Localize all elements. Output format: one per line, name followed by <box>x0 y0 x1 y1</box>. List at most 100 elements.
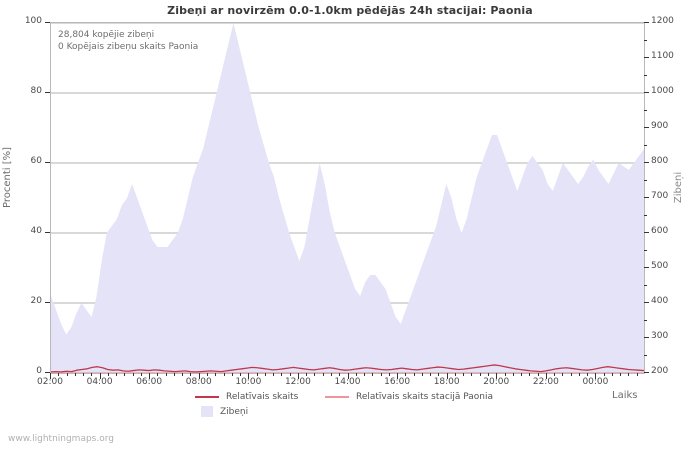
x-tick-minor <box>124 373 126 376</box>
legend-item[interactable]: Relatīvais skaits <box>195 392 298 402</box>
x-tick-label: 02:00 <box>37 377 63 387</box>
x-tick-minor <box>380 373 382 376</box>
x-tick-minor <box>58 373 60 376</box>
x-tick-minor <box>372 373 374 376</box>
x-tick-minor <box>264 373 266 376</box>
x-tick-minor <box>479 373 481 376</box>
y-tick-right-mark <box>644 337 649 338</box>
legend-line-swatch <box>195 396 219 398</box>
y-tick-right-minor <box>644 74 647 76</box>
y-tick-right-label: 1100 <box>651 51 674 61</box>
y-tick-right-mark <box>644 162 649 163</box>
x-tick-minor <box>339 373 341 376</box>
plot-area <box>50 22 645 374</box>
x-tick-minor <box>165 373 167 376</box>
x-tick-minor <box>463 373 465 376</box>
y-tick-left-mark <box>45 302 50 303</box>
x-tick-mark <box>149 373 151 379</box>
legend-item-label: Relatīvais skaits stacijā Paonia <box>356 392 493 402</box>
y-tick-left-mark <box>45 162 50 163</box>
y-tick-left-label: 40 <box>30 226 42 236</box>
x-tick-minor <box>91 373 93 376</box>
x-tick-minor <box>512 373 514 376</box>
legend-box-swatch <box>201 406 213 417</box>
y-tick-right-minor <box>644 284 647 286</box>
x-tick-minor <box>438 373 440 376</box>
y-tick-left-mark <box>45 92 50 93</box>
x-tick-label: 06:00 <box>136 377 163 387</box>
x-tick-mark <box>50 373 51 379</box>
x-tick-label: 10:00 <box>235 377 262 387</box>
x-tick-minor <box>537 373 539 376</box>
x-tick-minor <box>173 373 175 376</box>
x-tick-minor <box>107 373 109 376</box>
y-tick-left-label: 0 <box>36 366 42 376</box>
y-tick-right-mark <box>644 372 649 373</box>
x-tick-minor <box>355 373 357 376</box>
y-tick-right-minor <box>644 249 647 251</box>
x-tick-mark <box>595 373 597 379</box>
y-tick-left-label: 80 <box>30 86 42 96</box>
legend-item[interactable]: Relatīvais skaits stacijā Paonia <box>325 392 493 402</box>
x-tick-minor <box>116 373 118 376</box>
y-tick-right-label: 1200 <box>651 16 674 26</box>
x-tick-minor <box>454 373 456 376</box>
y-tick-right-mark <box>644 57 649 58</box>
x-tick-minor <box>421 373 423 376</box>
x-tick-mark <box>99 373 101 379</box>
y-tick-right-mark <box>644 302 649 303</box>
x-tick-mark <box>297 373 299 379</box>
y-tick-right-label: 500 <box>651 261 669 271</box>
y-tick-right-mark <box>644 197 649 198</box>
legend-item-label: Relatīvais skaits <box>226 392 299 402</box>
area-series-zibeni <box>51 23 644 373</box>
x-tick-minor <box>231 373 233 376</box>
y-tick-right-mark <box>644 92 649 93</box>
x-tick-minor <box>364 373 366 376</box>
x-tick-minor <box>74 373 76 376</box>
x-tick-mark <box>446 373 448 379</box>
x-tick-minor <box>587 373 589 376</box>
x-tick-mark <box>248 373 250 379</box>
y-tick-right-mark <box>644 22 649 23</box>
y-tick-right-minor <box>644 179 647 181</box>
legend-item[interactable]: Zibeņi <box>195 406 248 417</box>
x-tick-minor <box>405 373 407 376</box>
y-tick-right-label: 1000 <box>651 86 674 96</box>
x-tick-minor <box>330 373 332 376</box>
x-tick-minor <box>554 373 556 376</box>
y-tick-right-minor <box>644 144 647 146</box>
y-tick-right-label: 200 <box>651 366 669 376</box>
annotation-total-strokes: 28,804 kopējie zibeņi <box>58 30 155 40</box>
footer-url: www.lightningmaps.org <box>8 434 114 444</box>
x-tick-minor <box>504 373 506 376</box>
y-tick-left-mark <box>45 22 50 23</box>
y-tick-right-minor <box>644 319 647 321</box>
x-tick-minor <box>215 373 217 376</box>
line-series-relative <box>51 364 644 373</box>
y-tick-right-mark <box>644 267 649 268</box>
legend-line-swatch <box>325 396 349 398</box>
x-tick-mark <box>397 373 399 379</box>
x-tick-minor <box>190 373 192 376</box>
x-tick-minor <box>620 373 622 376</box>
y-tick-right-minor <box>644 39 647 41</box>
x-tick-minor <box>570 373 572 376</box>
y-tick-right-mark <box>644 127 649 128</box>
x-tick-minor <box>182 373 184 376</box>
x-tick-minor <box>66 373 68 376</box>
y-tick-right-label: 300 <box>651 331 669 341</box>
y-tick-right-label: 600 <box>651 226 669 236</box>
y-axis-label-right: Zibeņi <box>673 171 685 204</box>
x-tick-label: 14:00 <box>334 377 361 387</box>
x-tick-mark <box>198 373 200 379</box>
x-tick-label: 18:00 <box>433 377 460 387</box>
x-tick-minor <box>603 373 605 376</box>
annotation-station-strokes: 0 Kopējais zibeņu skaits Paonia <box>58 42 199 52</box>
x-tick-minor <box>223 373 225 376</box>
x-tick-minor <box>140 373 142 376</box>
y-tick-right-label: 800 <box>651 156 669 166</box>
y-tick-right-label: 900 <box>651 121 669 131</box>
x-tick-minor <box>132 373 134 376</box>
